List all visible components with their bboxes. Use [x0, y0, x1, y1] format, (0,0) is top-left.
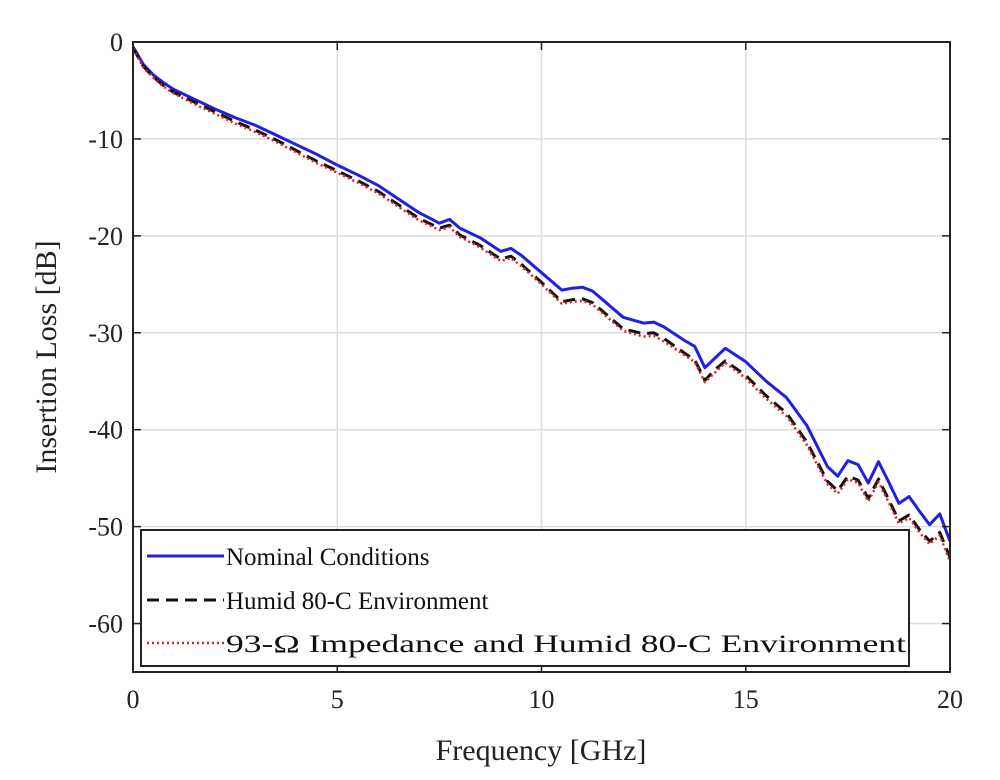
x-tick-label: 20	[937, 685, 963, 714]
x-tick-label: 15	[733, 685, 759, 714]
y-tick-label: -30	[88, 319, 123, 348]
x-tick-label: 5	[331, 685, 344, 714]
legend: Nominal Conditions Humid 80-C Environmen…	[140, 529, 910, 667]
legend-box	[140, 529, 910, 667]
x-axis-label: Frequency [GHz]	[436, 734, 647, 767]
y-tick-label: 0	[110, 28, 123, 57]
ticks	[132, 41, 951, 672]
series-line-2	[133, 48, 950, 562]
y-tick-label: -60	[88, 610, 123, 639]
legend-label-impedance: 93-Ω Impedance and Humid 80-C Environmen…	[226, 631, 906, 658]
y-tick-label: -50	[88, 513, 123, 542]
x-tick-label: 0	[127, 685, 140, 714]
series-line-0	[133, 46, 950, 542]
legend-label-nominal: Nominal Conditions	[226, 544, 429, 571]
series-lines	[133, 46, 950, 562]
x-tick-label: 10	[529, 685, 555, 714]
y-axis-label: Insertion Loss [dB]	[30, 240, 63, 473]
y-tick-label: -40	[88, 416, 123, 445]
series-line-1	[133, 47, 950, 559]
y-tick-label: -20	[88, 222, 123, 251]
y-tick-label: -10	[88, 125, 123, 154]
tick-labels: 0 5 10 15 20 0 -10 -20 -30 -40 -50 -60	[88, 28, 963, 714]
legend-label-humid: Humid 80-C Environment	[226, 588, 489, 615]
